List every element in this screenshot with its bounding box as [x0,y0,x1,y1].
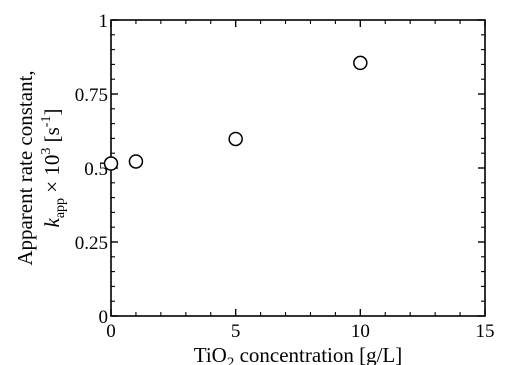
x-tick-label: 5 [231,321,241,342]
y-axis-title-line1: Apparent rate constant, [13,70,37,265]
plot-frame [110,19,486,317]
x-tick-label: 10 [351,321,370,342]
x-tick-label: 0 [106,321,116,342]
data-point [128,154,144,169]
y-tick-label: 0.5 [84,159,108,180]
y-tick-label: 1 [99,11,109,32]
data-point [353,55,368,71]
x-tick-label: 15 [476,321,495,342]
data-point [228,131,243,147]
x-axis-title: TiO2 concentration [g/L] [194,343,403,365]
y-tick-label: 0 [99,307,109,328]
data-series [103,55,368,171]
x-axis: 0 5 10 15 [106,20,495,342]
y-axis-title-line2: kapp × 103 [s-1] [39,109,68,228]
data-point [103,156,119,171]
y-axis: 0 0.25 0.5 0.75 1 [75,11,485,328]
y-tick-label: 0.25 [75,233,108,254]
y-tick-label: 0.75 [75,85,108,106]
